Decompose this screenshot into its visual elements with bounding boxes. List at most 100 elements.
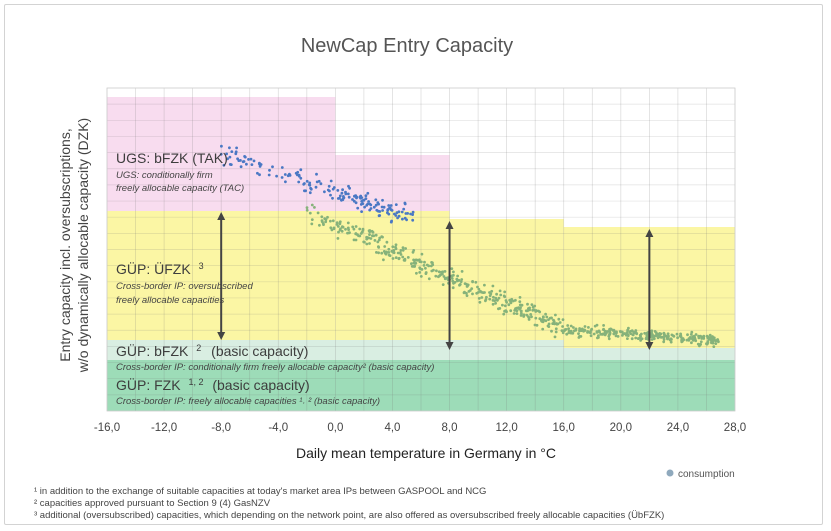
data-point-green: [412, 249, 416, 252]
data-point-green: [565, 332, 569, 336]
data-point-green: [690, 330, 694, 334]
data-point-green: [616, 335, 620, 338]
data-point-blue: [388, 206, 392, 210]
data-point-blue: [220, 144, 223, 148]
data-point-green: [662, 332, 666, 336]
data-point-green: [391, 245, 395, 249]
data-point-green: [522, 315, 526, 318]
data-point-green: [429, 264, 433, 268]
data-point-green: [572, 326, 575, 329]
data-point-blue: [239, 165, 243, 169]
data-point-green: [460, 278, 464, 281]
data-point-green: [501, 303, 504, 307]
data-point-green: [406, 256, 410, 259]
data-point-green: [604, 331, 608, 335]
data-point-green: [595, 331, 599, 334]
data-point-blue: [228, 146, 231, 150]
data-point-green: [338, 220, 342, 224]
data-point-blue: [341, 198, 345, 202]
data-point-blue: [303, 182, 306, 185]
data-point-green: [422, 264, 426, 267]
y-axis-label-line-2: w/o dynamically allocable capacity (DZK): [75, 118, 91, 373]
data-point-blue: [377, 214, 381, 218]
data-point-blue: [389, 220, 393, 224]
data-point-green: [691, 337, 694, 341]
data-point-green: [504, 309, 508, 313]
data-point-green: [397, 257, 401, 261]
data-point-blue: [344, 192, 348, 196]
data-point-green: [331, 219, 335, 223]
data-point-green: [477, 287, 481, 291]
data-point-green: [394, 256, 398, 259]
data-point-blue: [294, 171, 298, 175]
data-point-green: [652, 337, 656, 341]
data-point-green: [451, 279, 455, 283]
data-point-blue: [308, 181, 312, 185]
data-point-blue: [225, 152, 229, 156]
data-point-green: [310, 218, 314, 222]
data-point-green: [419, 275, 423, 278]
data-point-green: [492, 295, 495, 299]
data-point-green: [367, 229, 371, 233]
data-point-blue: [369, 203, 373, 207]
zone-fzk-bg: [107, 360, 735, 411]
data-point-green: [519, 309, 523, 313]
data-point-green: [609, 327, 613, 331]
data-point-green: [382, 258, 385, 262]
data-point-green: [712, 345, 716, 348]
data-point-green: [690, 341, 693, 345]
data-point-blue: [314, 185, 318, 189]
data-point-green: [702, 334, 706, 338]
data-point-green: [567, 327, 570, 330]
data-point-green: [391, 257, 395, 260]
x-tick-label: -8,0: [211, 422, 231, 434]
data-point-blue: [299, 176, 303, 180]
data-point-blue: [361, 202, 365, 206]
data-point-green: [714, 342, 718, 345]
data-point-green: [630, 329, 634, 332]
data-point-green: [305, 206, 309, 210]
data-point-green: [415, 271, 418, 275]
data-point-blue: [299, 168, 303, 172]
data-point-green: [557, 317, 561, 321]
x-tick-label: 0,0: [327, 422, 343, 434]
zone-ufzk-sub-2: freely allocable capacities: [116, 295, 225, 306]
zone-fzk-sub-1: Cross-border IP: freely allocable capaci…: [116, 396, 380, 407]
data-point-blue: [297, 180, 301, 184]
data-point-green: [451, 286, 455, 290]
data-point-blue: [303, 189, 306, 193]
data-point-green: [597, 334, 600, 337]
arrow-head-down: [645, 342, 654, 350]
zone-ufzk-sup: 3: [199, 261, 204, 271]
data-point-green: [410, 265, 414, 268]
data-point-green: [368, 233, 371, 237]
data-point-green: [496, 298, 499, 302]
data-point-blue: [381, 209, 384, 212]
data-point-green: [603, 329, 607, 333]
data-point-green: [634, 329, 638, 332]
data-point-green: [358, 227, 362, 231]
data-point-green: [650, 338, 654, 341]
data-point-green: [413, 259, 416, 262]
data-point-green: [437, 270, 441, 274]
data-point-blue: [409, 212, 412, 216]
data-point-green: [476, 285, 479, 289]
data-point-green: [320, 215, 324, 219]
data-point-green: [666, 336, 670, 340]
data-point-blue: [387, 204, 391, 207]
zone-label-ufzk: GÜP: ÜFZK 3 Cross-border IP: oversubscri…: [116, 260, 253, 306]
data-point-green: [569, 331, 573, 335]
data-point-green: [527, 318, 531, 321]
data-point-green: [376, 240, 380, 244]
data-point-blue: [329, 179, 333, 183]
data-point-green: [561, 331, 565, 335]
data-point-green: [351, 225, 355, 229]
data-point-green: [563, 329, 566, 332]
data-point-green: [666, 332, 670, 336]
data-point-blue: [230, 150, 234, 154]
data-point-green: [519, 314, 523, 317]
data-point-green: [669, 340, 673, 344]
data-point-blue: [374, 203, 378, 207]
data-point-green: [619, 330, 623, 334]
data-point-green: [662, 340, 666, 344]
